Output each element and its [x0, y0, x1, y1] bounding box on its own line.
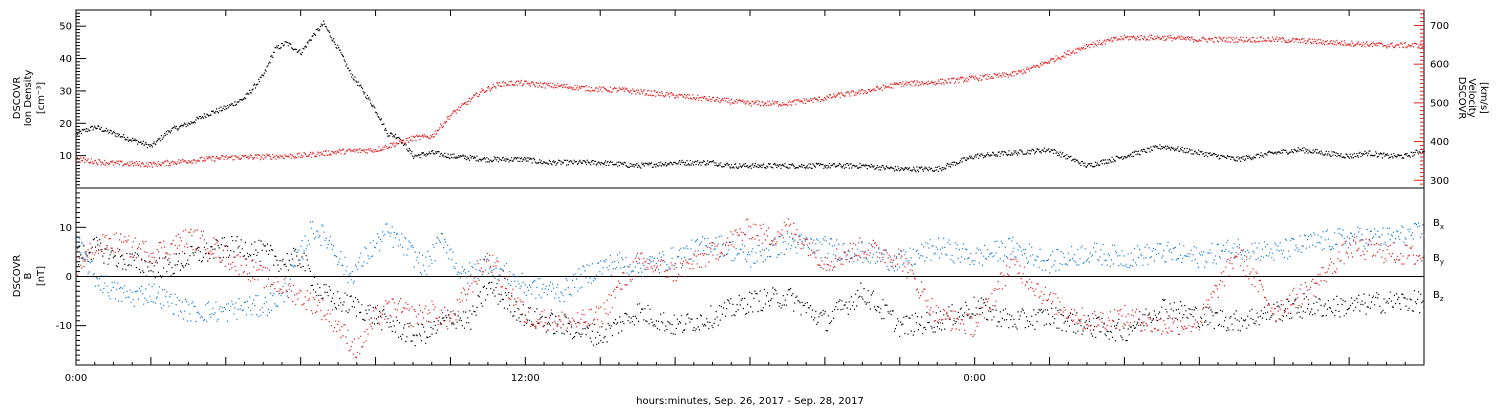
series-bz	[76, 218, 1425, 359]
top-right-axis-label-line2: Velocity	[1466, 78, 1477, 117]
top-left-tick-label: 20	[59, 119, 72, 130]
top-left-tick-label: 40	[59, 54, 72, 65]
bottom-axis-label-line1: DSCOVR	[12, 255, 23, 298]
top-right-tick-label: 600	[1430, 60, 1449, 71]
series-ion-density	[76, 20, 1425, 173]
x-tick-label: 0:00	[963, 373, 985, 384]
series-bx	[76, 236, 1425, 347]
series-points	[76, 218, 1425, 359]
series-points	[76, 20, 1425, 173]
top-right-tick-label: 400	[1430, 137, 1449, 148]
series-points	[76, 236, 1425, 347]
top-panel-frame	[75, 9, 1425, 189]
series-velocity	[76, 34, 1425, 168]
top-left-axis-label-line1: DSCOVR	[12, 77, 23, 120]
x-axis-title: hours:minutes, Sep. 26, 2017 - Sep. 28, …	[636, 396, 864, 407]
axes-ticks: 10 20 30 40 50 300 400 500 600 700 -10 0 10 0:00 12:00…	[56, 9, 1449, 384]
top-right-tick-label: 500	[1430, 98, 1449, 109]
top-right-tick-label: 300	[1430, 176, 1449, 187]
top-left-tick-label: 30	[59, 86, 72, 97]
legend-by: By	[1433, 253, 1444, 266]
top-panel-plot	[76, 20, 1425, 173]
bottom-panel-plot	[76, 218, 1425, 359]
bottom-left-tick-label: 0	[66, 272, 72, 283]
top-left-axis-label-line3: [cm⁻³]	[36, 82, 47, 114]
top-left-tick-label: 10	[59, 151, 72, 162]
legend-bz: Bz	[1433, 290, 1444, 303]
top-right-axis-label-line3: [km/s]	[1478, 82, 1489, 114]
series-points	[76, 34, 1425, 168]
legend: Bx By Bz	[1433, 218, 1444, 303]
bottom-axis-label-line3: [nT]	[36, 266, 47, 286]
top-left-axis-label-line2: Ion Density	[23, 70, 34, 127]
x-tick-label: 12:00	[511, 373, 540, 384]
top-right-axis-label-line1: DSCOVR	[1456, 77, 1467, 120]
x-tick-label: 0:00	[65, 373, 87, 384]
bottom-left-tick-label: -10	[56, 321, 72, 332]
legend-bx: Bx	[1433, 218, 1444, 231]
bottom-axis-label-line2: B	[23, 272, 34, 279]
top-right-tick-label: 700	[1430, 21, 1449, 32]
top-left-tick-label: 50	[59, 22, 72, 33]
bottom-left-tick-label: 10	[59, 223, 72, 234]
